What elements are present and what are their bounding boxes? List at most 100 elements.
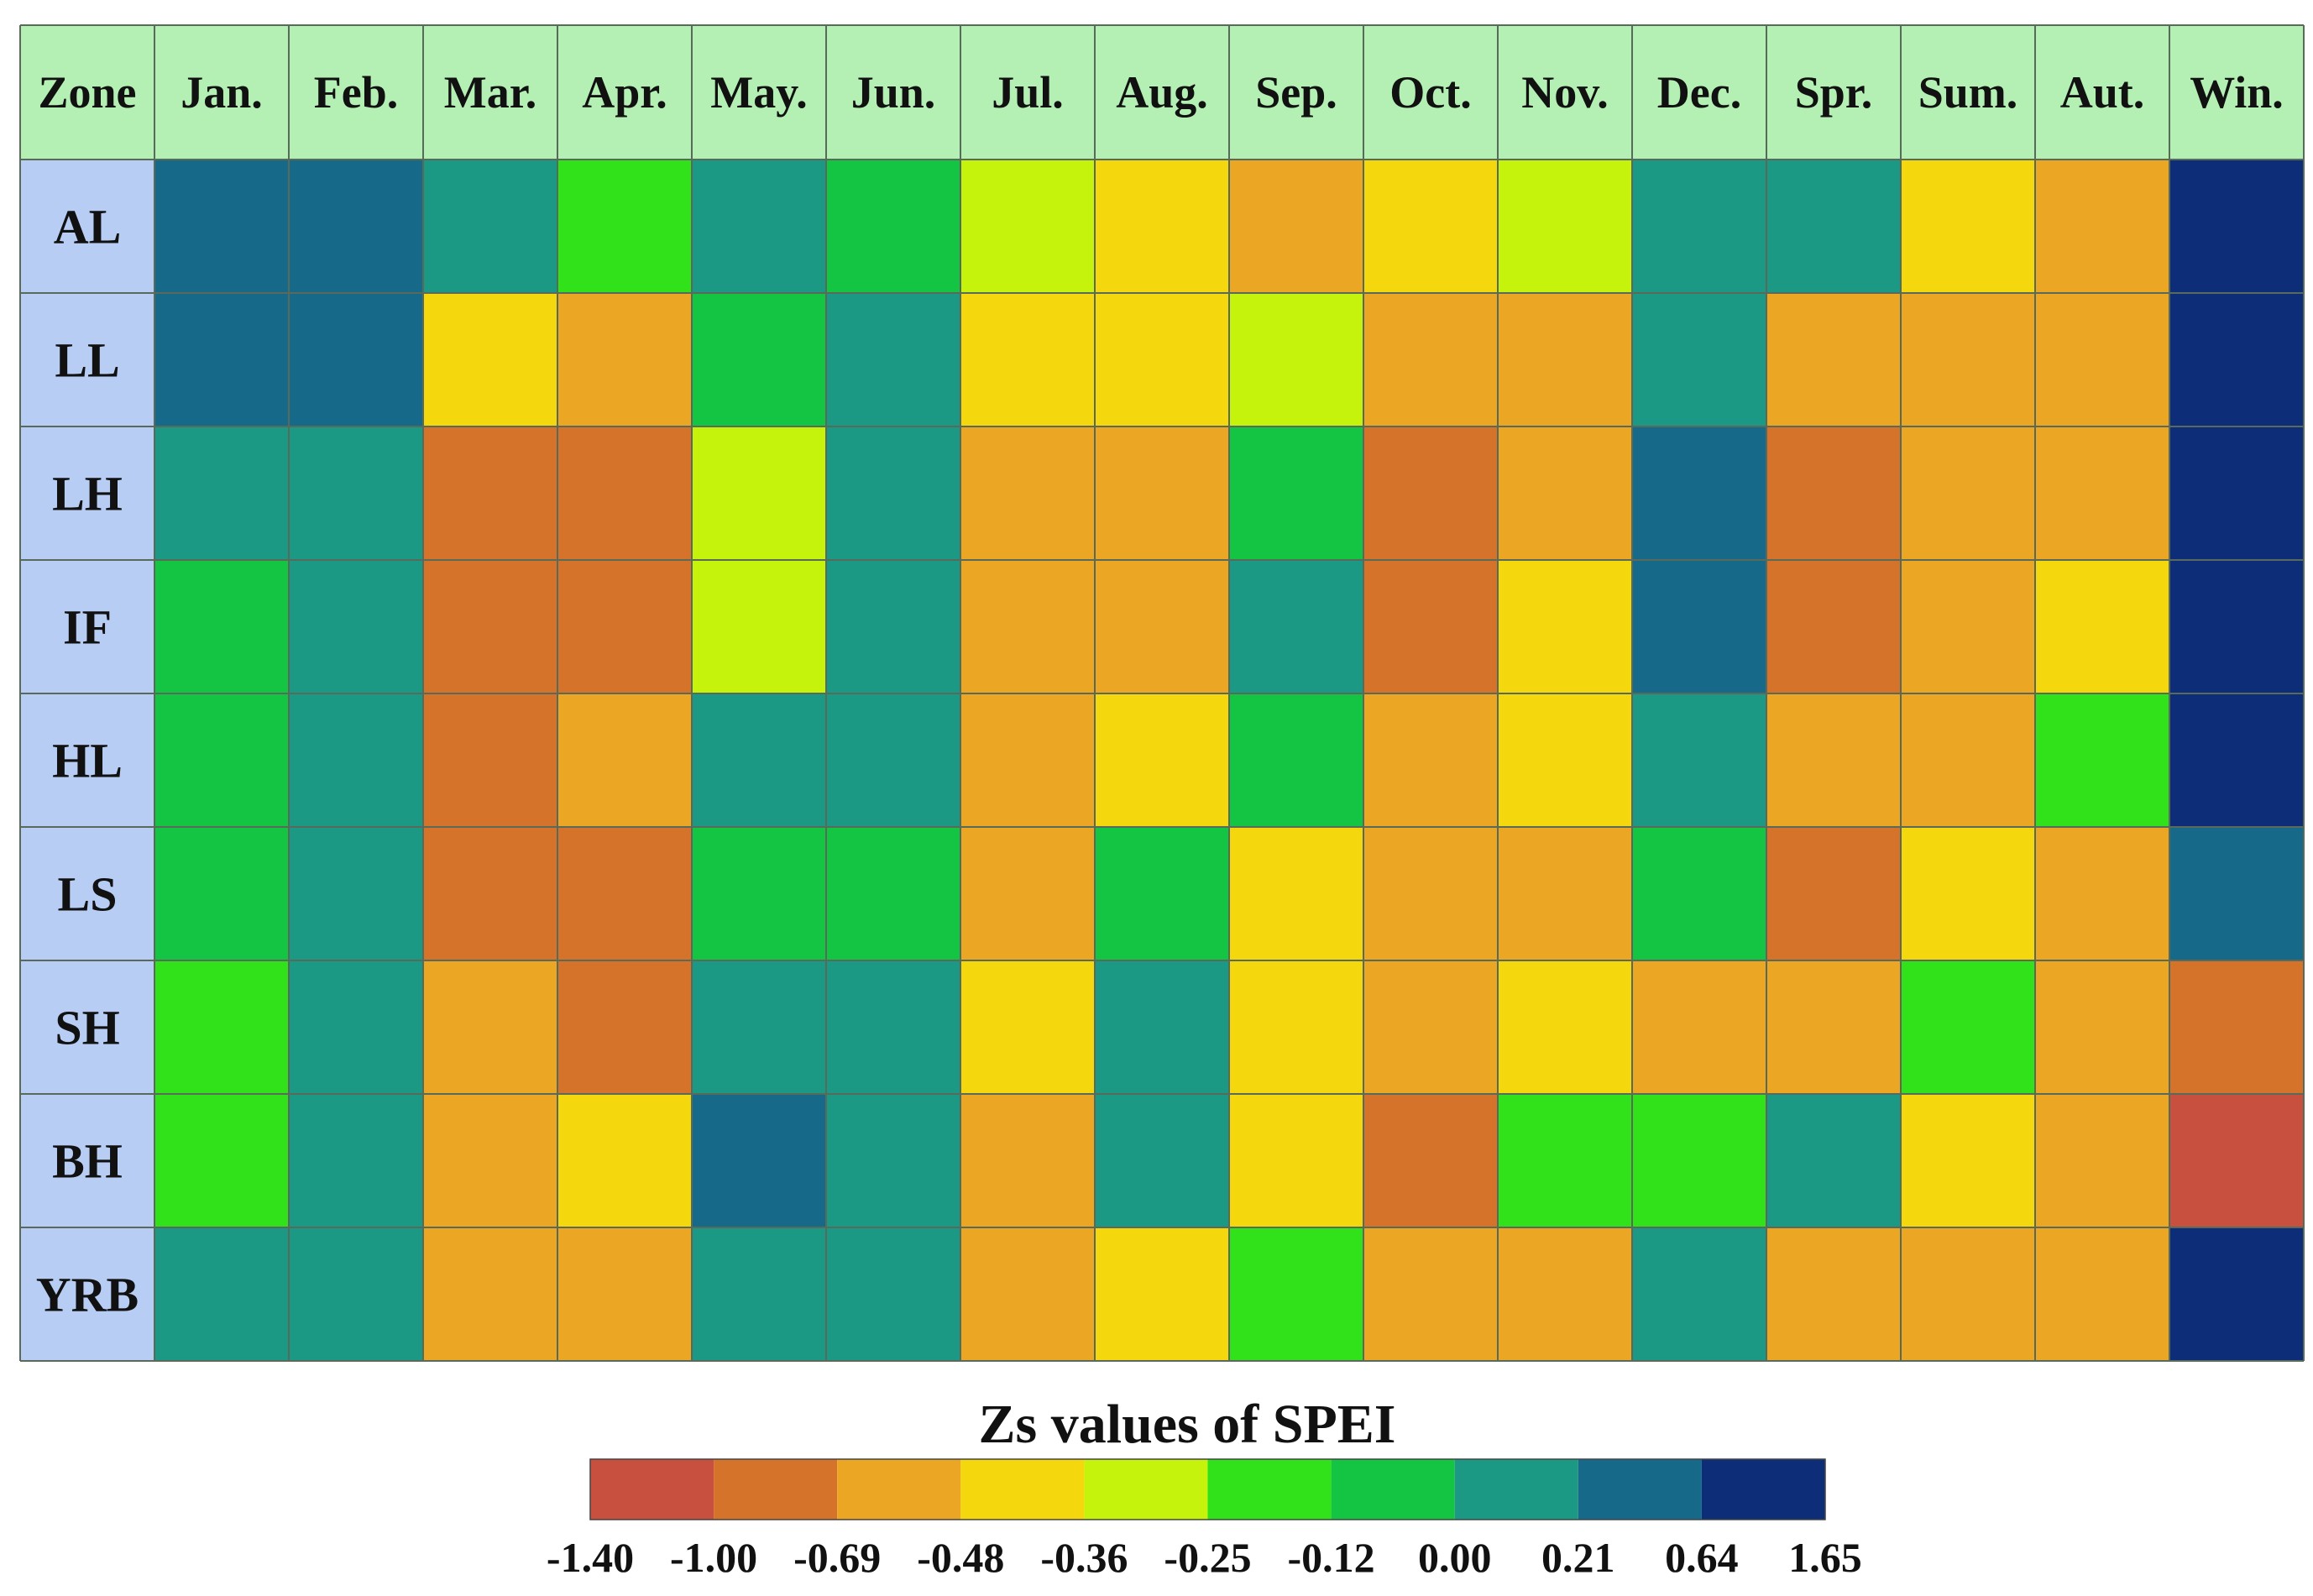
cell-yrb-may (692, 1227, 826, 1361)
column-label-aut: Aut. (2060, 67, 2145, 118)
cell-ls-mar (423, 827, 557, 960)
colorbar-swatch-6 (1207, 1459, 1332, 1520)
cell-bh-jul (960, 1094, 1095, 1227)
colorbar-swatch-9 (1578, 1459, 1702, 1520)
column-label-jul: Jul. (992, 67, 1064, 118)
cell-if-nov (1498, 560, 1632, 693)
cell-hl-oct (1363, 693, 1498, 827)
cell-lh-nov (1498, 426, 1632, 560)
cell-al-feb (289, 160, 423, 293)
cell-ll-may (692, 293, 826, 426)
colorbar-title: Zs values of SPEI (979, 1394, 1396, 1455)
cell-lh-mar (423, 426, 557, 560)
cell-hl-jan (154, 693, 289, 827)
cell-al-spr (1766, 160, 1901, 293)
cell-yrb-win (2169, 1227, 2304, 1361)
cell-bh-jan (154, 1094, 289, 1227)
cell-al-jul (960, 160, 1095, 293)
column-label-nov: Nov. (1521, 67, 1609, 118)
cell-if-may (692, 560, 826, 693)
cell-bh-may (692, 1094, 826, 1227)
cell-ll-dec (1632, 293, 1766, 426)
cell-yrb-jan (154, 1227, 289, 1361)
colorbar-tick-label: -0.36 (1040, 1534, 1128, 1581)
cell-al-dec (1632, 160, 1766, 293)
cell-bh-sep (1229, 1094, 1363, 1227)
cell-ll-mar (423, 293, 557, 426)
cell-ls-dec (1632, 827, 1766, 960)
cell-ls-apr (557, 827, 692, 960)
cell-hl-jul (960, 693, 1095, 827)
colorbar-swatch-4 (960, 1459, 1085, 1520)
colorbar-tick-label: -0.48 (917, 1534, 1004, 1581)
cell-sh-sep (1229, 960, 1363, 1094)
cell-ls-feb (289, 827, 423, 960)
cell-ls-aut (2035, 827, 2169, 960)
header-row: Zone Jan. Feb. Mar. Apr. May. Jun. Jul. Aug. Sep.… (20, 25, 2304, 160)
row-label-bh: BH (52, 1134, 123, 1189)
row-label-sh: SH (55, 1001, 119, 1055)
cell-ll-oct (1363, 293, 1498, 426)
cell-hl-aut (2035, 693, 2169, 827)
cell-hl-aug (1095, 693, 1229, 827)
cell-sh-dec (1632, 960, 1766, 1094)
cell-if-win (2169, 560, 2304, 693)
column-label-apr: Apr. (582, 67, 667, 118)
column-label-dec: Dec. (1657, 67, 1741, 118)
header-background (20, 25, 2304, 160)
row-label-yrb: YRB (36, 1268, 139, 1322)
cell-if-aug (1095, 560, 1229, 693)
cell-yrb-nov (1498, 1227, 1632, 1361)
cell-if-dec (1632, 560, 1766, 693)
cell-al-apr (557, 160, 692, 293)
cell-yrb-oct (1363, 1227, 1498, 1361)
cell-hl-mar (423, 693, 557, 827)
colorbar-tick-label: -0.12 (1288, 1534, 1375, 1581)
colorbar-tick-label: -0.69 (793, 1534, 881, 1581)
cell-al-sum (1901, 160, 2035, 293)
cell-sh-oct (1363, 960, 1498, 1094)
cell-ll-aut (2035, 293, 2169, 426)
cell-bh-spr (1766, 1094, 1901, 1227)
cell-lh-spr (1766, 426, 1901, 560)
cell-yrb-mar (423, 1227, 557, 1361)
cell-ll-win (2169, 293, 2304, 426)
cell-sh-nov (1498, 960, 1632, 1094)
cell-ll-jul (960, 293, 1095, 426)
cell-hl-sep (1229, 693, 1363, 827)
cell-if-oct (1363, 560, 1498, 693)
cell-al-sep (1229, 160, 1363, 293)
row-label-hl: HL (52, 734, 123, 788)
colorbar-swatch-8 (1454, 1459, 1578, 1520)
colorbar-swatch-5 (1084, 1459, 1208, 1520)
row-label-al: AL (54, 200, 122, 254)
cell-ls-jul (960, 827, 1095, 960)
cell-bh-oct (1363, 1094, 1498, 1227)
colorbar: Zs values of SPEI -1.40 -1.00 -0.69 -0.48 -0… (547, 1394, 1862, 1581)
cell-al-win (2169, 160, 2304, 293)
heatmap-cells (154, 160, 2304, 1361)
cell-ll-jan (154, 293, 289, 426)
row-label-if: IF (63, 600, 112, 655)
cell-if-mar (423, 560, 557, 693)
cell-yrb-feb (289, 1227, 423, 1361)
cell-if-jul (960, 560, 1095, 693)
cell-sh-jan (154, 960, 289, 1094)
column-label-sum: Sum. (1918, 67, 2018, 118)
cell-al-aut (2035, 160, 2169, 293)
cell-al-may (692, 160, 826, 293)
cell-ls-sum (1901, 827, 2035, 960)
cell-sh-jun (826, 960, 960, 1094)
column-label-jun: Jun. (851, 67, 936, 118)
cell-if-spr (1766, 560, 1901, 693)
cell-yrb-dec (1632, 1227, 1766, 1361)
cell-al-jan (154, 160, 289, 293)
column-label-sep: Sep. (1255, 67, 1337, 118)
cell-lh-oct (1363, 426, 1498, 560)
cell-lh-may (692, 426, 826, 560)
colorbar-swatches (589, 1458, 1826, 1520)
row-label-ls: LS (58, 867, 118, 922)
colorbar-tick-label: -1.00 (670, 1534, 757, 1581)
cell-bh-win (2169, 1094, 2304, 1227)
